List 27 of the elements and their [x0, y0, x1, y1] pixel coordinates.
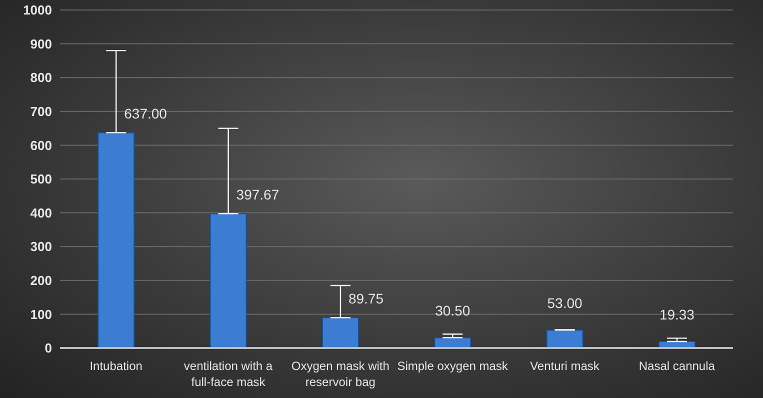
y-tick-label: 0 — [44, 340, 52, 356]
y-tick-label: 200 — [30, 273, 52, 288]
data-label: 397.67 — [236, 186, 280, 203]
y-tick-label: 900 — [30, 36, 52, 52]
x-tick-label: Oxygen mask with reservoir bag — [291, 359, 390, 389]
y-tick-label: 700 — [30, 104, 52, 120]
y-tick-label: 500 — [30, 172, 52, 187]
y-tick-label: 800 — [30, 70, 52, 86]
data-label: 637.00 — [124, 106, 168, 122]
x-tick-label: Venturi mask — [530, 359, 600, 373]
x-tick-label: Simple oxygen mask — [397, 359, 509, 373]
x-tick-label: Nasal cannula — [638, 359, 716, 373]
bar — [546, 330, 584, 348]
y-tick-label: 400 — [30, 205, 52, 220]
y-tick-label: 100 — [30, 306, 52, 322]
bar — [322, 317, 359, 348]
bar — [210, 213, 247, 348]
y-tick-label: 600 — [30, 138, 52, 153]
data-label: 53.00 — [547, 295, 583, 312]
x-tick-label: Intubation — [90, 359, 142, 373]
data-label: 30.50 — [435, 302, 470, 319]
y-tick-label: 1000 — [23, 2, 52, 18]
data-label: 19.33 — [659, 306, 695, 322]
y-tick-label: 300 — [30, 239, 52, 254]
bar — [98, 132, 135, 348]
data-label: 89.75 — [348, 290, 384, 307]
x-tick-label: ventilation with a full-face mask — [184, 359, 273, 389]
